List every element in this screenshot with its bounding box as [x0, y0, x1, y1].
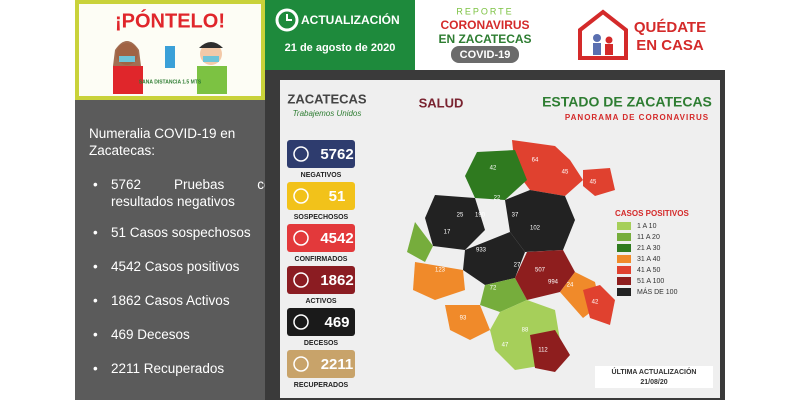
legend-swatch	[617, 255, 631, 263]
list-item: 469 Decesos	[89, 326, 279, 343]
infographic: ACTUALIZACIÓN 21 de agosto de 2020 REPOR…	[265, 0, 725, 400]
legend-swatch	[617, 288, 631, 296]
legend-swatch	[617, 277, 631, 285]
list-item: 1862 Casos Activos	[89, 292, 279, 309]
map-label: 88	[522, 328, 529, 334]
map-label: 45	[562, 170, 569, 176]
report-title: EN ZACATECAS	[438, 32, 531, 46]
logo: ZACATECAS	[287, 91, 367, 106]
map-label: 72	[490, 286, 497, 292]
map-label: 24	[567, 283, 574, 289]
stay-home: QUÉDATE	[634, 19, 706, 36]
map-label: 42	[592, 300, 599, 306]
health-logo: SALUD	[419, 95, 464, 110]
map-label: 102	[530, 226, 541, 232]
map	[407, 140, 615, 372]
map-label: 27	[514, 263, 521, 269]
map-label: 93	[460, 316, 467, 322]
map-label: 123	[435, 268, 446, 274]
map-label: 994	[548, 280, 559, 286]
legend-label: 11 A 20	[637, 234, 660, 241]
report-badge: COVID-19	[460, 49, 511, 61]
stat-value: 5762	[320, 146, 353, 163]
legend: 1 A 10 11 A 20 21 A 30 31 A 40 41 A 50 51 A 1…	[617, 222, 678, 296]
stat-value: 51	[329, 188, 346, 205]
stat-label: SOSPECHOSOS	[294, 214, 349, 221]
stats: 5762 NEGATIVOS 51 SOSPECHOSOS 4542 CONFIRMADO…	[287, 140, 355, 389]
stat-icon	[293, 188, 309, 204]
legend-label: 31 A 40	[637, 256, 660, 263]
poster-title: ¡PÓNTELO!	[115, 8, 225, 32]
map-label: 17	[444, 230, 451, 236]
stat-icon	[293, 146, 309, 162]
map-label: 507	[535, 268, 546, 274]
stat-icon	[293, 230, 309, 246]
map-label: 47	[502, 343, 509, 349]
map-label: 25	[457, 213, 464, 219]
stat-value: 469	[324, 314, 349, 331]
stat-label: ACTIVOS	[305, 298, 336, 305]
legend-label: 1 A 10	[637, 223, 657, 230]
legend-swatch	[617, 244, 631, 252]
update-note: ÚLTIMA ACTUALIZACIÓN	[612, 367, 697, 376]
stat-label: CONFIRMADOS	[295, 256, 348, 263]
list-item: 5762 Pruebas con resultados negativos	[89, 176, 279, 210]
stay-home: EN CASA	[636, 37, 704, 54]
list-item: 51 Casos sospechosos	[89, 224, 279, 241]
map-label: 42	[490, 166, 497, 172]
stat-value: 1862	[320, 272, 353, 289]
sidebar: ¡PÓNTELO! SANA DISTANCIA 1.5 MTS Numeral…	[75, 0, 279, 400]
logo-tagline: Trabajemos Unidos	[293, 109, 362, 118]
legend-swatch	[617, 266, 631, 274]
poster: ¡PÓNTELO! SANA DISTANCIA 1.5 MTS	[75, 0, 265, 100]
legend-label: MÁS DE 100	[637, 287, 678, 296]
map-label: 45	[590, 180, 597, 186]
stat-label: RECUPERADOS	[294, 382, 349, 389]
report-title: CORONAVIRUS	[440, 18, 529, 32]
stat-value: 2211	[321, 356, 354, 373]
list-heading: Numeralia COVID-19 en Zacatecas:	[89, 126, 236, 158]
legend-label: 21 A 30	[637, 245, 660, 252]
list-item: 2211 Recuperados	[89, 360, 279, 377]
map-label: 22	[494, 196, 501, 202]
map-label: 64	[532, 158, 539, 164]
legend-label: 51 A 100	[637, 278, 664, 285]
panel-title: ESTADO DE ZACATECAS	[542, 94, 712, 110]
stat-icon	[293, 272, 309, 288]
stat-label: DECESOS	[304, 340, 339, 347]
list-item: 4542 Casos positivos	[89, 258, 279, 275]
stat-label: NEGATIVOS	[301, 172, 342, 179]
panel-subtitle: PANORAMA DE CORONAVIRUS	[565, 113, 709, 122]
update-label: ACTUALIZACIÓN	[301, 12, 400, 27]
poster-art: ¡PÓNTELO! SANA DISTANCIA 1.5 MTS	[113, 8, 227, 94]
map-label: 37	[512, 213, 519, 219]
date: 21 de agosto de 2020	[285, 42, 396, 54]
map-label: 112	[538, 348, 548, 354]
report-label: REPORTE	[456, 6, 513, 16]
poster-caption: SANA DISTANCIA 1.5 MTS	[139, 79, 202, 85]
legend-title: CASOS POSITIVOS	[615, 209, 689, 218]
legend-swatch	[617, 233, 631, 241]
legend-swatch	[617, 222, 631, 230]
stat-value: 4542	[320, 230, 353, 247]
stat-icon	[293, 314, 309, 330]
legend-label: 41 A 50	[637, 267, 660, 274]
update-note: 21/08/20	[640, 379, 667, 386]
map-label: 190	[475, 213, 486, 219]
map-label: 933	[476, 248, 487, 254]
stat-icon	[293, 356, 309, 372]
